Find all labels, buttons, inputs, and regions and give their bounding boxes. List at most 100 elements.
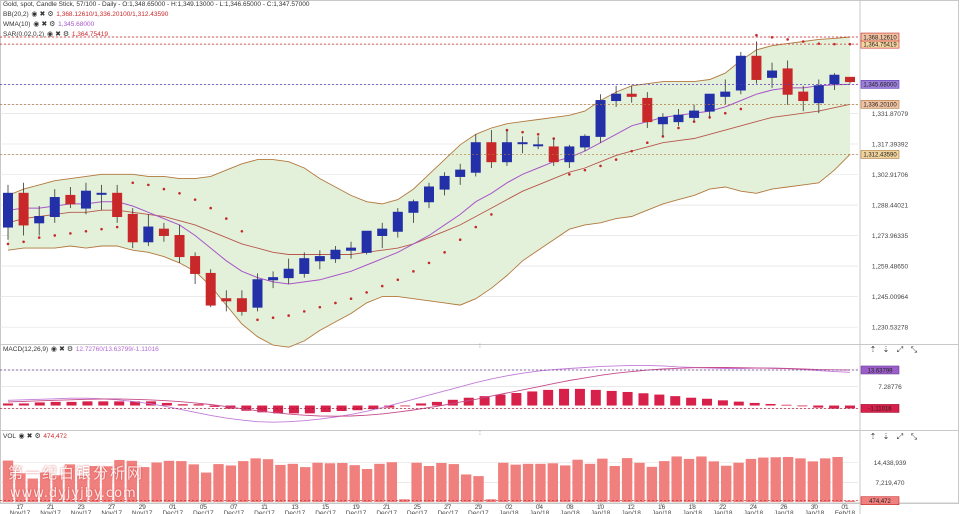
close-icon[interactable]: ✖	[55, 31, 61, 38]
x-tick-month: Dec/17	[437, 510, 458, 514]
expand-icon[interactable]: ⤢	[896, 345, 903, 354]
y-tick-label: 1,331.87079	[872, 111, 909, 118]
candle-body	[408, 201, 419, 213]
macd-histogram-bar	[368, 405, 379, 410]
volume-bar	[262, 459, 274, 502]
value-marker-label: 1,368.12610	[863, 35, 897, 41]
gear-icon[interactable]: ⚙	[47, 11, 54, 18]
eye-icon[interactable]: ◉	[46, 31, 54, 38]
sar-dot	[755, 33, 758, 37]
macd-histogram-bar	[606, 390, 617, 406]
x-tick-month: Jan/18	[682, 510, 702, 514]
eye-icon[interactable]: ◉	[18, 433, 25, 440]
x-tick-day: 30	[811, 504, 819, 511]
macd-histogram-bar	[797, 405, 808, 407]
x-tick-day: 13	[291, 504, 299, 511]
candle-body	[65, 194, 76, 205]
volume-bar	[89, 466, 100, 502]
x-tick-month: Dec/17	[407, 510, 428, 514]
x-tick-month: Jan/18	[774, 510, 794, 514]
macd-histogram-bar	[241, 405, 252, 411]
arrow-down-icon[interactable]: ⇣	[883, 432, 890, 441]
volume-bar	[460, 474, 472, 502]
x-tick-day: 04	[536, 504, 544, 511]
macd-histogram-bar	[527, 391, 538, 406]
arrow-down-icon[interactable]: ⇣	[883, 345, 890, 354]
candle-body	[751, 55, 762, 80]
macd-histogram-bar	[416, 403, 427, 406]
macd-histogram-bar	[463, 397, 474, 406]
price-legend: Gold, spot, Candle Stick, 57/100 - Daily…	[3, 0, 309, 40]
macd-histogram-bar	[50, 401, 61, 406]
macd-histogram-bar	[511, 393, 522, 406]
sar-dot	[69, 232, 72, 235]
candle-body	[252, 279, 263, 308]
volume-bar	[250, 458, 261, 502]
close-icon[interactable]: ✖	[59, 346, 65, 353]
arrow-up-icon[interactable]: ⇡	[870, 432, 877, 441]
bb-lower-line	[7, 154, 851, 348]
close-icon[interactable]: ✖	[39, 11, 46, 18]
gear-icon[interactable]: ⚙	[34, 433, 41, 440]
candle-body	[424, 186, 434, 203]
value-marker-label: 474,472	[869, 499, 891, 505]
x-tick-day: 08	[566, 504, 574, 511]
y-tick-label: 1,259.48650	[872, 264, 909, 271]
macd-histogram-bar	[273, 405, 284, 414]
volume-bar	[299, 467, 311, 502]
macd-histogram-bar	[622, 391, 633, 406]
candle-body	[673, 114, 684, 123]
close-icon[interactable]: ✖	[26, 433, 33, 440]
volume-bar	[535, 463, 546, 502]
macd-legend: MACD(12,26,9) ◉ ✖ ⚙ 12.72760/13.63799/-1.1…	[3, 345, 159, 355]
gear-icon[interactable]: ⚙	[66, 346, 74, 353]
macd-histogram-bar	[590, 389, 601, 406]
close-icon[interactable]: ✖	[41, 21, 48, 28]
volume-bar	[2, 460, 14, 502]
candle-body	[283, 268, 294, 279]
volume-bar	[423, 466, 435, 502]
candle-body	[845, 76, 855, 83]
sar-dot	[302, 310, 306, 313]
candle-body	[346, 247, 357, 251]
sar-value: 1,364.75419	[71, 31, 108, 38]
volume-bar	[312, 462, 323, 502]
x-tick-day: 02	[505, 504, 513, 511]
x-tick-month: Jan/18	[560, 510, 580, 514]
candle-body	[704, 93, 715, 112]
macd-histogram-bar	[686, 397, 697, 406]
value-marker-box	[860, 365, 900, 375]
sar-dot	[100, 227, 103, 231]
arrow-up-icon[interactable]: ⇡	[870, 345, 877, 354]
panel-frame	[0, 344, 959, 431]
sar-dot	[37, 236, 41, 239]
bb-label: BB(20,2)	[3, 11, 29, 18]
macd-histogram-bar	[161, 402, 172, 406]
volume-bar	[609, 466, 620, 502]
collapse-icon[interactable]: ⤡	[911, 432, 918, 441]
macd-histogram-bar	[304, 405, 315, 414]
macd-histogram-bar	[18, 403, 29, 406]
x-tick-day: 21	[383, 504, 391, 511]
gear-icon[interactable]: ⚙	[49, 21, 56, 28]
candle-body	[392, 211, 403, 232]
candle-body	[735, 55, 746, 91]
expand-icon[interactable]: ⤢	[896, 432, 903, 441]
macd-histogram-bar	[543, 389, 554, 406]
gear-icon[interactable]: ⚙	[62, 31, 70, 38]
x-tick-day: 21	[47, 504, 55, 511]
volume-bar	[361, 469, 373, 502]
value-marker-label: -1.11016	[868, 407, 892, 413]
volume-bar	[275, 464, 286, 502]
volume-bar	[671, 456, 682, 502]
value-marker-box	[860, 150, 900, 159]
sar-dot	[490, 213, 493, 216]
value-marker-box	[860, 100, 900, 109]
eye-icon[interactable]: ◉	[31, 11, 38, 18]
collapse-icon[interactable]: ⤡	[911, 345, 918, 354]
eye-icon[interactable]: ◉	[33, 21, 40, 28]
x-tick-day: 29	[139, 504, 147, 511]
eye-icon[interactable]: ◉	[50, 346, 58, 353]
